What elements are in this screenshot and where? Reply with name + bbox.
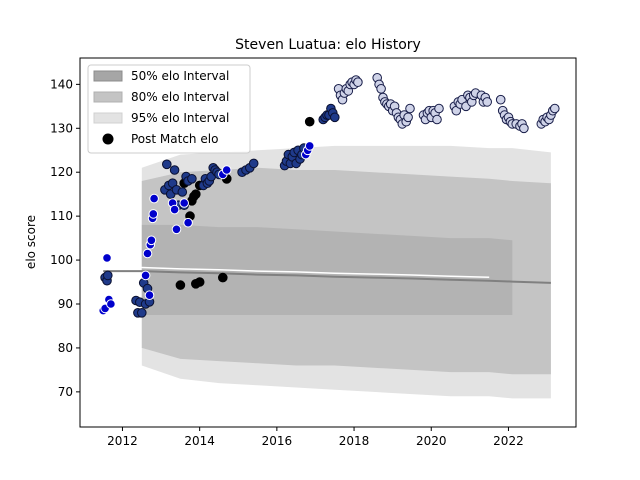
x-tick-label-1: 2014 xyxy=(184,434,215,448)
data-point-s2-15 xyxy=(171,224,182,235)
median-line xyxy=(103,270,551,284)
x-tick-label-3: 2018 xyxy=(339,434,370,448)
data-point-s0-9 xyxy=(191,189,201,199)
x-tick-label-5: 2022 xyxy=(493,434,524,448)
legend-swatch-50 xyxy=(93,70,123,82)
data-point-s2-11 xyxy=(148,209,159,219)
data-point-s0-3 xyxy=(218,272,228,283)
data-point-s1-54 xyxy=(330,112,340,123)
data-point-s3-13 xyxy=(376,84,386,94)
data-point-s3-71 xyxy=(550,103,560,114)
y-tick-label-2: 90 xyxy=(58,297,73,311)
y-tick-label-6: 130 xyxy=(50,121,73,135)
x-axis: 2012 2014 2016 2018 2020 2022 xyxy=(107,427,524,448)
data-point-s1-16 xyxy=(169,165,180,175)
legend-label-95: 95% elo Interval xyxy=(131,111,229,125)
legend-box xyxy=(87,64,251,154)
data-point-s1-23 xyxy=(187,174,197,184)
data-point-s2-19 xyxy=(221,165,232,175)
data-point-s2-5 xyxy=(140,270,151,281)
data-point-s0-2 xyxy=(194,277,205,287)
plot-area xyxy=(98,73,560,399)
y-axis-title: elo score xyxy=(24,215,38,269)
data-point-s2-22 xyxy=(304,141,315,151)
x-tick-label-0: 2012 xyxy=(107,434,138,448)
y-axis: 70 80 90 100 110 120 130 140 xyxy=(50,77,80,399)
legend-swatch-95 xyxy=(93,112,123,124)
chart-title: Steven Luatua: elo History xyxy=(235,37,421,53)
data-point-s2-14 xyxy=(169,204,180,215)
legend-label-50: 50% elo Interval xyxy=(131,69,229,83)
data-point-s3-27 xyxy=(403,112,413,123)
y-tick-label-3: 100 xyxy=(50,253,73,267)
data-point-s3-36 xyxy=(432,114,442,125)
legend-swatch-80 xyxy=(93,91,123,103)
data-point-s0-0 xyxy=(175,280,186,290)
data-point-s2-12 xyxy=(149,193,159,204)
band-50-interval xyxy=(141,224,513,315)
data-point-s3-52 xyxy=(482,97,493,107)
data-point-s1-6 xyxy=(137,308,147,318)
data-point-s2-7 xyxy=(144,290,155,301)
data-point-s1-12 xyxy=(162,159,172,170)
data-point-s3-37 xyxy=(434,103,444,114)
y-tick-label-5: 120 xyxy=(50,165,73,179)
data-point-s3-53 xyxy=(495,94,506,105)
legend-marker-post-match xyxy=(102,133,114,145)
y-tick-label-1: 80 xyxy=(58,341,73,355)
data-point-s2-16 xyxy=(179,198,189,208)
y-tick-label-0: 70 xyxy=(58,385,73,399)
data-point-s3-63 xyxy=(519,123,529,134)
data-point-s0-13 xyxy=(304,116,315,127)
data-point-s2-17 xyxy=(183,217,193,228)
legend: 50% elo Interval 80% elo Interval 95% el… xyxy=(87,64,251,154)
expected-line xyxy=(103,266,490,278)
x-tick-label-2: 2016 xyxy=(262,434,293,448)
data-point-s3-10 xyxy=(353,77,363,87)
x-tick-label-4: 2020 xyxy=(416,434,447,448)
data-point-s3-28 xyxy=(405,103,415,114)
data-point-s2-2 xyxy=(102,253,112,263)
data-point-s1-19 xyxy=(177,187,188,197)
y-tick-label-7: 140 xyxy=(50,77,73,91)
legend-label-80: 80% elo Interval xyxy=(131,90,229,104)
data-point-s1-36 xyxy=(248,158,259,169)
data-point-s2-4 xyxy=(106,299,116,309)
legend-label-post-match: Post Match elo xyxy=(131,132,218,146)
data-point-s2-9 xyxy=(146,235,157,246)
y-tick-label-4: 110 xyxy=(50,209,73,223)
axes-frame xyxy=(79,57,577,428)
data-point-s2-6 xyxy=(142,248,153,259)
data-point-s1-2 xyxy=(103,270,113,281)
